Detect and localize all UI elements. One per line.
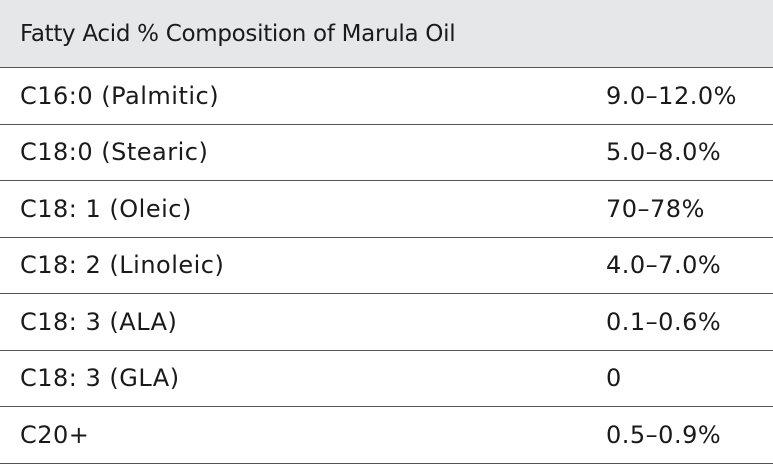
- fatty-acid-name: C18: 1 (Oleic): [20, 194, 192, 223]
- fatty-acid-name: C18: 3 (GLA): [20, 364, 180, 393]
- fatty-acid-name: C18: 3 (ALA): [20, 307, 178, 336]
- table-row: C18: 3 (ALA) 0.1–0.6%: [0, 294, 773, 351]
- table-row: C20+ 0.5–0.9%: [0, 407, 773, 464]
- fatty-acid-percentage: 4.0–7.0%: [606, 251, 722, 280]
- fatty-acid-percentage: 0.5–0.9%: [606, 420, 722, 449]
- fatty-acid-percentage: 0.1–0.6%: [606, 307, 722, 336]
- fatty-acid-percentage: 0: [606, 364, 622, 393]
- fatty-acid-name: C20+: [20, 420, 90, 449]
- table-row: C18: 2 (Linoleic) 4.0–7.0%: [0, 238, 773, 294]
- fatty-acid-name: C18:0 (Stearic): [20, 138, 209, 167]
- table-row: C18: 3 (GLA) 0: [0, 351, 773, 407]
- table-title: Fatty Acid % Composition of Marula Oil: [0, 0, 773, 68]
- fatty-acid-name: C16:0 (Palmitic): [20, 81, 220, 110]
- fatty-acid-name: C18: 2 (Linoleic): [20, 251, 225, 280]
- fatty-acid-percentage: 9.0–12.0%: [606, 81, 737, 110]
- table-row: C18:0 (Stearic) 5.0–8.0%: [0, 125, 773, 181]
- fatty-acid-percentage: 5.0–8.0%: [606, 138, 722, 167]
- table-row: C16:0 (Palmitic) 9.0–12.0%: [0, 68, 773, 125]
- table-row: C18: 1 (Oleic) 70–78%: [0, 181, 773, 238]
- fatty-acid-percentage: 70–78%: [606, 194, 705, 223]
